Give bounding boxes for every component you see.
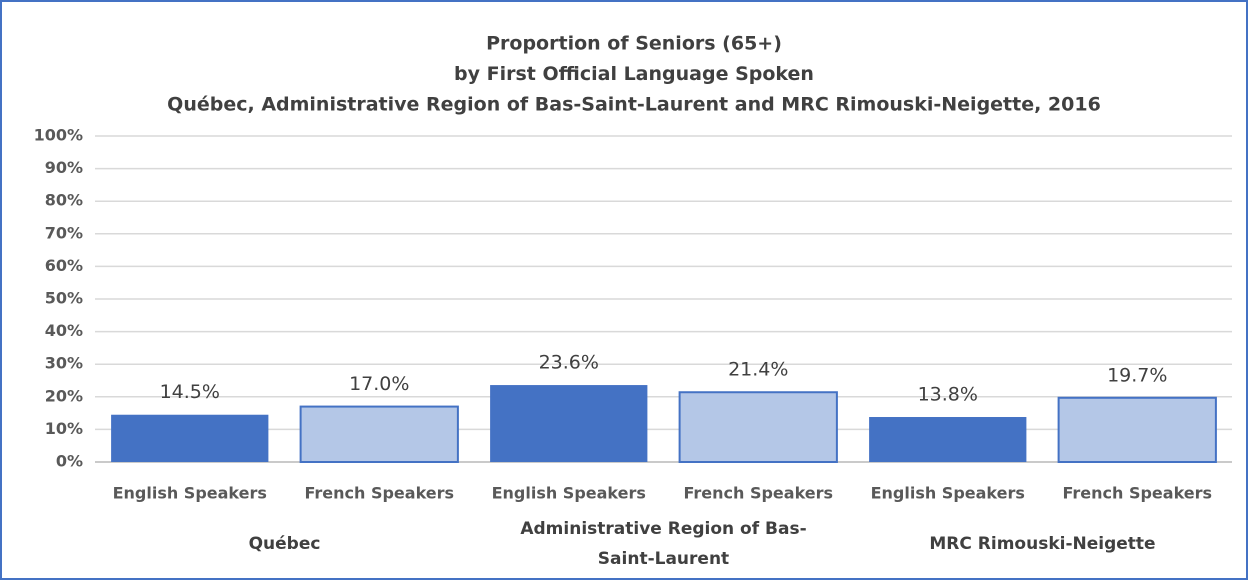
y-tick-label: 60% bbox=[45, 256, 83, 275]
group-label: Québec bbox=[248, 534, 321, 554]
y-tick-label: 0% bbox=[56, 452, 83, 471]
y-tick-label: 10% bbox=[45, 419, 83, 438]
y-tick-label: 100% bbox=[34, 126, 83, 145]
x-tick-label: English Speakers bbox=[492, 484, 646, 503]
x-tick-label: English Speakers bbox=[871, 484, 1025, 503]
y-tick-label: 20% bbox=[45, 386, 83, 405]
data-label: 13.8% bbox=[918, 384, 978, 406]
bar bbox=[869, 417, 1027, 462]
y-tick-label: 50% bbox=[45, 289, 83, 308]
y-tick-label: 80% bbox=[45, 191, 83, 210]
bar bbox=[1057, 396, 1217, 464]
group-label: Administrative Region of Bas-Saint-Laure… bbox=[520, 519, 807, 569]
y-tick-label: 90% bbox=[45, 158, 83, 177]
data-label: 21.4% bbox=[728, 359, 788, 381]
x-tick-label: French Speakers bbox=[304, 484, 454, 503]
y-tick-label: 70% bbox=[45, 223, 83, 242]
chart-title: Québec, Administrative Region of Bas-Sai… bbox=[167, 94, 1101, 116]
x-tick-label: French Speakers bbox=[1062, 484, 1212, 503]
x-tick-label: French Speakers bbox=[683, 484, 833, 503]
x-tick-label: English Speakers bbox=[113, 484, 267, 503]
data-label: 19.7% bbox=[1107, 364, 1167, 386]
chart-title: Proportion of Seniors (65+) bbox=[486, 33, 782, 55]
bar bbox=[111, 414, 269, 462]
chart-title: by First Official Language Spoken bbox=[454, 63, 814, 85]
y-tick-label: 30% bbox=[45, 354, 83, 373]
y-tick-label: 40% bbox=[45, 321, 83, 340]
group-label: MRC Rimouski-Neigette bbox=[929, 534, 1156, 554]
bar bbox=[678, 391, 838, 463]
data-label: 23.6% bbox=[539, 352, 599, 374]
data-label: 14.5% bbox=[160, 381, 220, 403]
data-label: 17.0% bbox=[349, 373, 409, 395]
bar bbox=[299, 405, 459, 463]
bar bbox=[490, 385, 648, 462]
